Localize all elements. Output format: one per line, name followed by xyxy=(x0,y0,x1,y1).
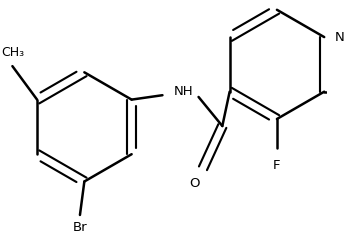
Text: NH: NH xyxy=(174,85,193,98)
Text: CH₃: CH₃ xyxy=(1,46,24,59)
Text: O: O xyxy=(189,177,200,190)
Text: Br: Br xyxy=(72,221,87,234)
Text: F: F xyxy=(273,159,281,172)
Text: N: N xyxy=(335,31,345,44)
